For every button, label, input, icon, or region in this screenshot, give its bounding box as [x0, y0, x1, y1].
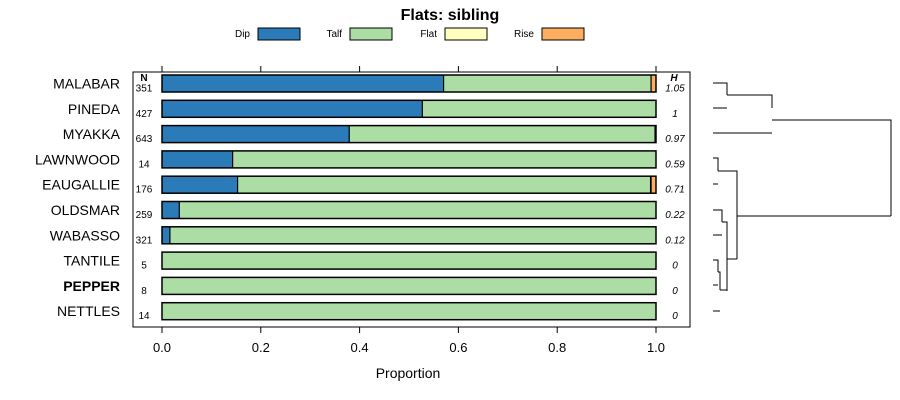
axes: 0.0 0.2 0.4 0.6 0.8 1.0: [153, 66, 665, 355]
n-value-malabar: 351: [136, 84, 153, 95]
bar-segment-myakka-talf: [349, 125, 656, 143]
bar-segment-wabasso-dip: [162, 226, 170, 244]
n-value-eaugallie: 176: [136, 185, 153, 196]
bar-outline-pineda: [161, 99, 657, 119]
bar-outline-myakka: [161, 124, 657, 144]
bar-outline-malabar: [161, 74, 657, 93]
bar-segment-malabar-rise: [651, 75, 656, 92]
category-label-oldsmar: OLDSMAR: [51, 202, 120, 218]
bar-outline-wabasso: [161, 226, 657, 245]
x-tick-label: 0.8: [548, 340, 566, 355]
plot-frame: [132, 71, 691, 328]
n-value-nettles: 14: [138, 311, 150, 322]
bar-outline-lawnwood: [161, 150, 657, 169]
bar-segment-tantile-talf: [162, 252, 656, 270]
bar-segment-nettles-talf: [162, 302, 656, 320]
bar-segment-malabar-dip: [162, 75, 444, 92]
h-value-pineda: 1: [672, 109, 678, 120]
n-value-pepper: 8: [141, 286, 147, 297]
category-label-myakka: MYAKKA: [63, 126, 121, 142]
bar-rows: MALABAR 351 1.05 PINEDA 427 1 MYAKKA 643 0.97 LAW…: [35, 74, 685, 322]
category-label-tantile: TANTILE: [63, 253, 120, 269]
category-label-pepper: PEPPER: [63, 278, 120, 294]
bar-segment-pineda-talf: [422, 100, 656, 118]
legend: Dip Talf Flat Rise: [235, 27, 585, 41]
legend-swatch-talf: [349, 27, 393, 41]
bar-segment-eaugallie-talf: [237, 176, 651, 194]
n-value-tantile: 5: [141, 261, 147, 272]
bar-segment-oldsmar-dip: [162, 201, 180, 219]
x-tick-label: 1.0: [647, 340, 665, 355]
category-label-nettles: NETTLES: [57, 303, 120, 319]
bar-segment-myakka-dip: [162, 125, 350, 143]
bar-outline-tantile: [161, 251, 657, 270]
x-tick-label: 0.2: [252, 340, 270, 355]
legend-label-flat: Flat: [420, 29, 437, 40]
category-label-lawnwood: LAWNWOOD: [35, 151, 120, 167]
bar-segment-eaugallie-rise: [651, 176, 656, 194]
n-value-myakka: 643: [136, 134, 153, 145]
bar-segment-eaugallie-dip: [162, 176, 238, 194]
bar-segment-malabar-talf: [443, 75, 652, 92]
bar-segment-oldsmar-talf: [179, 201, 657, 219]
n-value-oldsmar: 259: [136, 210, 153, 221]
h-value-nettles: 0: [672, 311, 678, 322]
h-value-myakka: 0.97: [665, 134, 685, 145]
dendrogram: [713, 82, 892, 312]
n-value-wabasso: 321: [136, 235, 153, 246]
category-label-pineda: PINEDA: [68, 101, 121, 117]
bar-outline-oldsmar: [161, 200, 657, 220]
legend-label-dip: Dip: [235, 29, 250, 40]
n-header: N: [140, 73, 147, 84]
bar-segment-lawnwood-dip: [162, 150, 233, 168]
h-value-pepper: 0: [672, 286, 678, 297]
x-axis-label: Proportion: [376, 365, 441, 381]
legend-swatch-flat: [444, 27, 488, 41]
bar-outline-eaugallie: [161, 175, 657, 194]
chart-title: Flats: sibling: [401, 7, 500, 24]
bar-segment-wabasso-talf: [169, 226, 657, 244]
category-label-wabasso: WABASSO: [50, 227, 120, 243]
bar-outline-nettles: [161, 301, 657, 321]
category-label-malabar: MALABAR: [53, 76, 120, 92]
bar-segment-lawnwood-talf: [232, 150, 656, 168]
legend-label-talf: Talf: [326, 29, 342, 40]
x-tick-label: 0.0: [153, 340, 171, 355]
bar-segment-pineda-dip: [162, 100, 423, 118]
x-tick-label: 0.4: [351, 340, 369, 355]
h-value-malabar: 1.05: [665, 84, 685, 95]
legend-swatch-rise: [541, 27, 585, 41]
category-label-eaugallie: EAUGALLIE: [42, 177, 120, 193]
bar-outline-pepper: [161, 276, 657, 296]
x-tick-label: 0.6: [449, 340, 467, 355]
h-value-lawnwood: 0.59: [665, 159, 685, 170]
h-value-oldsmar: 0.22: [665, 210, 685, 221]
h-header: H: [670, 73, 678, 84]
bar-segment-pepper-talf: [162, 277, 656, 295]
legend-label-rise: Rise: [514, 29, 534, 40]
h-value-wabasso: 0.12: [665, 235, 685, 246]
n-value-pineda: 427: [136, 109, 153, 120]
h-value-tantile: 0: [672, 261, 678, 272]
n-value-lawnwood: 14: [138, 159, 150, 170]
h-value-eaugallie: 0.71: [665, 185, 684, 196]
legend-swatch-dip: [257, 27, 301, 41]
